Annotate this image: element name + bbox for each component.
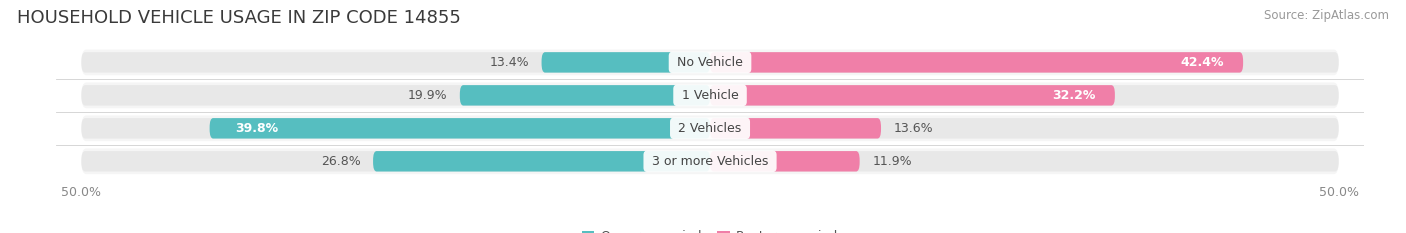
FancyBboxPatch shape: [82, 52, 1339, 73]
FancyBboxPatch shape: [82, 116, 1339, 141]
FancyBboxPatch shape: [82, 118, 1339, 139]
Text: Source: ZipAtlas.com: Source: ZipAtlas.com: [1264, 9, 1389, 22]
FancyBboxPatch shape: [710, 151, 859, 171]
Text: 3 or more Vehicles: 3 or more Vehicles: [648, 155, 772, 168]
Text: 2 Vehicles: 2 Vehicles: [675, 122, 745, 135]
FancyBboxPatch shape: [82, 50, 1339, 75]
Text: 42.4%: 42.4%: [1181, 56, 1225, 69]
Text: 13.6%: 13.6%: [894, 122, 934, 135]
Text: 1 Vehicle: 1 Vehicle: [678, 89, 742, 102]
Text: 39.8%: 39.8%: [235, 122, 278, 135]
FancyBboxPatch shape: [82, 82, 1339, 108]
Text: 26.8%: 26.8%: [321, 155, 360, 168]
FancyBboxPatch shape: [710, 52, 1243, 73]
FancyBboxPatch shape: [82, 85, 1339, 106]
FancyBboxPatch shape: [209, 118, 710, 139]
Text: 19.9%: 19.9%: [408, 89, 447, 102]
Text: 11.9%: 11.9%: [872, 155, 912, 168]
FancyBboxPatch shape: [710, 118, 882, 139]
FancyBboxPatch shape: [710, 85, 1115, 106]
FancyBboxPatch shape: [82, 148, 1339, 174]
FancyBboxPatch shape: [541, 52, 710, 73]
Legend: Owner-occupied, Renter-occupied: Owner-occupied, Renter-occupied: [576, 225, 844, 233]
FancyBboxPatch shape: [82, 151, 1339, 171]
Text: No Vehicle: No Vehicle: [673, 56, 747, 69]
Text: HOUSEHOLD VEHICLE USAGE IN ZIP CODE 14855: HOUSEHOLD VEHICLE USAGE IN ZIP CODE 1485…: [17, 9, 461, 27]
Text: 32.2%: 32.2%: [1053, 89, 1097, 102]
Text: 13.4%: 13.4%: [489, 56, 529, 69]
FancyBboxPatch shape: [373, 151, 710, 171]
FancyBboxPatch shape: [460, 85, 710, 106]
